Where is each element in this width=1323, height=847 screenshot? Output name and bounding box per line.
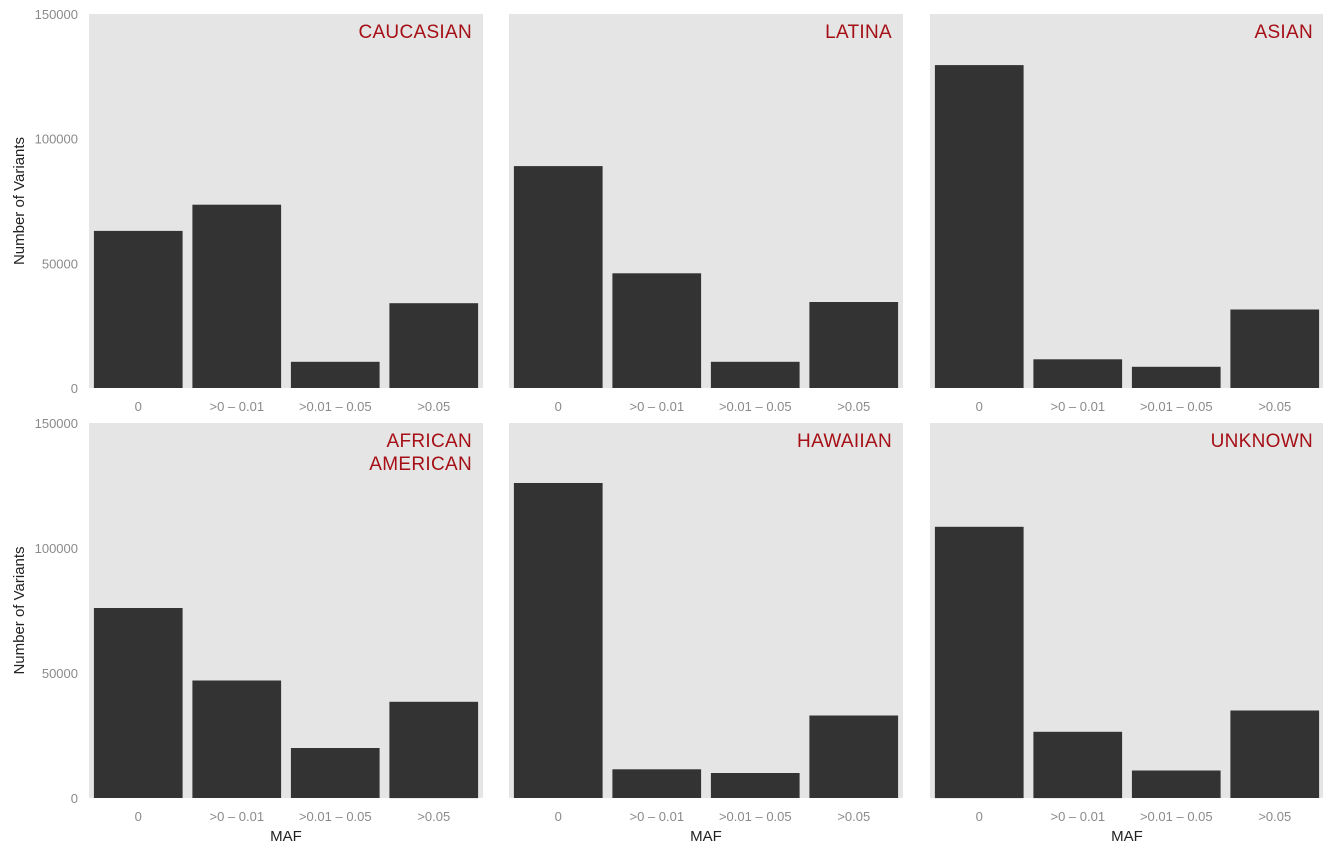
x-tick-label: >0 – 0.01 <box>630 399 685 414</box>
facet-title: AFRICAN AMERICAN <box>369 431 472 475</box>
x-axis-title: MAF <box>270 828 302 845</box>
y-axis-title: Number of Variants <box>11 137 28 265</box>
x-tick-label: 0 <box>135 809 142 824</box>
x-tick-label: >0.01 – 0.05 <box>1140 399 1213 414</box>
bar <box>1230 309 1320 388</box>
facet-title: LATINA <box>825 22 892 43</box>
x-tick-label: >0 – 0.01 <box>1051 399 1106 414</box>
x-tick-label: >0 – 0.01 <box>630 809 685 824</box>
x-tick-label: 0 <box>976 809 983 824</box>
bar <box>612 769 702 798</box>
bar <box>290 361 380 388</box>
bar <box>389 303 479 388</box>
bar <box>513 483 603 798</box>
facet-title: CAUCASIAN <box>358 22 472 43</box>
bar <box>513 166 603 388</box>
x-tick-label: >0 – 0.01 <box>1051 809 1106 824</box>
facet-title-line: UNKNOWN <box>1211 431 1313 452</box>
bar <box>1131 366 1221 388</box>
x-tick-label: >0.01 – 0.05 <box>719 399 792 414</box>
bar <box>192 204 282 388</box>
x-tick-label: >0.01 – 0.05 <box>299 809 372 824</box>
x-tick-label: >0.05 <box>837 809 870 824</box>
bar <box>710 773 800 798</box>
x-tick-label: >0 – 0.01 <box>210 399 265 414</box>
x-tick-label: 0 <box>555 399 562 414</box>
facet-title-line: AMERICAN <box>369 454 472 475</box>
facet-title-line: HAWAIIAN <box>797 431 892 452</box>
bar <box>1033 359 1123 388</box>
y-tick-label: 100000 <box>35 541 78 556</box>
x-tick-label: 0 <box>135 399 142 414</box>
x-tick-label: >0.01 – 0.05 <box>719 809 792 824</box>
x-tick-label: >0.05 <box>417 399 450 414</box>
x-axis-title: MAF <box>690 828 722 845</box>
facet-panel: AFRICAN AMERICAN 0 >0 – 0.01 >0.01 – 0.05 >0.… <box>11 416 483 845</box>
bar <box>809 715 899 798</box>
x-tick-label: 0 <box>555 809 562 824</box>
x-tick-label: >0.01 – 0.05 <box>1140 809 1213 824</box>
y-tick-label: 50000 <box>42 256 78 271</box>
y-tick-label: 150000 <box>35 416 78 431</box>
bar <box>809 302 899 388</box>
x-tick-label: >0.05 <box>1258 809 1291 824</box>
bar <box>192 680 282 798</box>
facet-title: UNKNOWN <box>1211 431 1313 452</box>
bar <box>389 701 479 799</box>
y-tick-label: 0 <box>71 791 78 806</box>
x-axis-title: MAF <box>1111 828 1143 845</box>
facet-title: ASIAN <box>1254 22 1313 43</box>
bar <box>710 361 800 388</box>
y-tick-label: 150000 <box>35 7 78 22</box>
bar <box>1131 770 1221 798</box>
facet-panel: HAWAIIAN 0 >0 – 0.01 >0.01 – 0.05 >0.05 MAF <box>509 423 903 845</box>
facet-title: HAWAIIAN <box>797 431 892 452</box>
y-axis-title: Number of Variants <box>11 546 28 674</box>
bar <box>1230 710 1320 798</box>
facet-title-line: CAUCASIAN <box>358 22 472 43</box>
bar <box>290 748 380 798</box>
y-tick-label: 100000 <box>35 132 78 147</box>
x-tick-label: 0 <box>976 399 983 414</box>
facet-title-line: AFRICAN <box>387 431 473 452</box>
x-tick-label: >0.05 <box>1258 399 1291 414</box>
x-tick-label: >0 – 0.01 <box>210 809 265 824</box>
bar <box>1033 731 1123 799</box>
bar <box>934 526 1024 799</box>
bar <box>93 608 183 798</box>
x-tick-label: >0.05 <box>417 809 450 824</box>
bar <box>93 230 183 388</box>
x-tick-label: >0.05 <box>837 399 870 414</box>
facet-panel: UNKNOWN 0 >0 – 0.01 >0.01 – 0.05 >0.05 MAF <box>930 423 1323 845</box>
facet-panel: CAUCASIAN 0 >0 – 0.01 >0.01 – 0.05 >0.05 0 500… <box>11 7 483 414</box>
facet-title-line: LATINA <box>825 22 892 43</box>
bar <box>934 65 1024 388</box>
facet-title-line: ASIAN <box>1254 22 1313 43</box>
facet-panel: LATINA 0 >0 – 0.01 >0.01 – 0.05 >0.05 <box>509 14 903 414</box>
y-tick-label: 0 <box>71 381 78 396</box>
x-tick-label: >0.01 – 0.05 <box>299 399 372 414</box>
facet-panel: ASIAN 0 >0 – 0.01 >0.01 – 0.05 >0.05 <box>930 14 1323 414</box>
bar <box>612 273 702 388</box>
y-tick-label: 50000 <box>42 666 78 681</box>
